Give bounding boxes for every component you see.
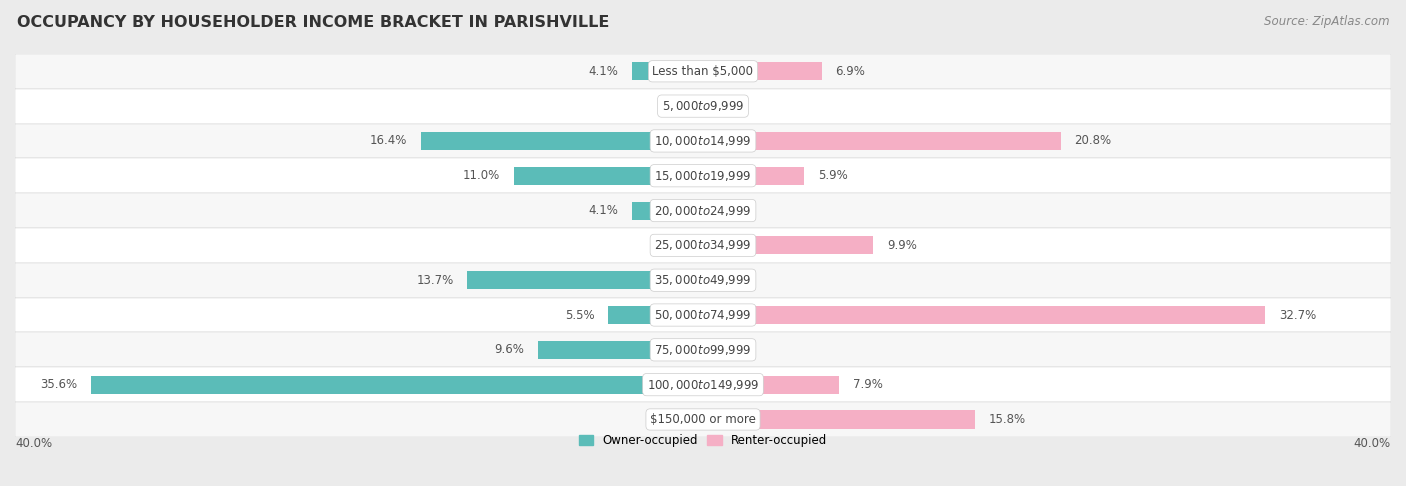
Bar <box>609 306 703 324</box>
Bar <box>703 376 839 394</box>
Text: 40.0%: 40.0% <box>1354 437 1391 450</box>
Bar <box>15 158 1391 193</box>
Bar <box>15 193 1391 228</box>
Text: 0.0%: 0.0% <box>659 413 689 426</box>
Text: 15.8%: 15.8% <box>988 413 1025 426</box>
Text: 5.5%: 5.5% <box>565 309 595 322</box>
Bar <box>703 167 804 185</box>
Text: 40.0%: 40.0% <box>15 437 52 450</box>
Text: $150,000 or more: $150,000 or more <box>650 413 756 426</box>
Text: $5,000 to $9,999: $5,000 to $9,999 <box>662 99 744 113</box>
Bar <box>703 236 873 255</box>
Text: 5.9%: 5.9% <box>818 169 848 182</box>
Text: $20,000 to $24,999: $20,000 to $24,999 <box>654 204 752 218</box>
Bar <box>703 306 1265 324</box>
Text: 13.7%: 13.7% <box>416 274 454 287</box>
Bar <box>15 228 1391 263</box>
Text: 35.6%: 35.6% <box>39 378 77 391</box>
Bar <box>703 410 974 429</box>
Text: 0.0%: 0.0% <box>659 239 689 252</box>
Bar <box>90 376 703 394</box>
Bar <box>513 167 703 185</box>
Bar <box>15 332 1391 367</box>
Bar <box>15 54 1391 89</box>
Text: $75,000 to $99,999: $75,000 to $99,999 <box>654 343 752 357</box>
Text: $15,000 to $19,999: $15,000 to $19,999 <box>654 169 752 183</box>
Text: 9.6%: 9.6% <box>495 343 524 356</box>
Bar <box>15 367 1391 402</box>
Bar <box>633 202 703 220</box>
Text: $35,000 to $49,999: $35,000 to $49,999 <box>654 273 752 287</box>
Text: $50,000 to $74,999: $50,000 to $74,999 <box>654 308 752 322</box>
Text: 11.0%: 11.0% <box>463 169 501 182</box>
Text: 16.4%: 16.4% <box>370 135 408 147</box>
Text: 0.0%: 0.0% <box>717 274 747 287</box>
Bar <box>420 132 703 150</box>
Text: 0.0%: 0.0% <box>717 204 747 217</box>
Text: 4.1%: 4.1% <box>589 204 619 217</box>
Bar <box>15 89 1391 123</box>
Text: 6.9%: 6.9% <box>835 65 865 78</box>
Bar <box>703 132 1060 150</box>
Bar <box>15 123 1391 158</box>
Text: $25,000 to $34,999: $25,000 to $34,999 <box>654 238 752 252</box>
Text: 0.0%: 0.0% <box>717 100 747 113</box>
Bar <box>15 263 1391 297</box>
Text: Less than $5,000: Less than $5,000 <box>652 65 754 78</box>
Text: 4.1%: 4.1% <box>589 65 619 78</box>
Text: 9.9%: 9.9% <box>887 239 917 252</box>
Bar <box>15 297 1391 332</box>
Legend: Owner-occupied, Renter-occupied: Owner-occupied, Renter-occupied <box>574 430 832 452</box>
Text: 20.8%: 20.8% <box>1074 135 1112 147</box>
Text: $10,000 to $14,999: $10,000 to $14,999 <box>654 134 752 148</box>
Text: 7.9%: 7.9% <box>852 378 883 391</box>
Bar <box>15 402 1391 437</box>
Bar <box>703 62 821 80</box>
Text: 32.7%: 32.7% <box>1279 309 1316 322</box>
Text: 0.0%: 0.0% <box>717 343 747 356</box>
Text: 0.0%: 0.0% <box>659 100 689 113</box>
Text: OCCUPANCY BY HOUSEHOLDER INCOME BRACKET IN PARISHVILLE: OCCUPANCY BY HOUSEHOLDER INCOME BRACKET … <box>17 15 609 30</box>
Bar <box>633 62 703 80</box>
Bar <box>467 271 703 289</box>
Bar <box>538 341 703 359</box>
Text: $100,000 to $149,999: $100,000 to $149,999 <box>647 378 759 392</box>
Text: Source: ZipAtlas.com: Source: ZipAtlas.com <box>1264 15 1389 28</box>
